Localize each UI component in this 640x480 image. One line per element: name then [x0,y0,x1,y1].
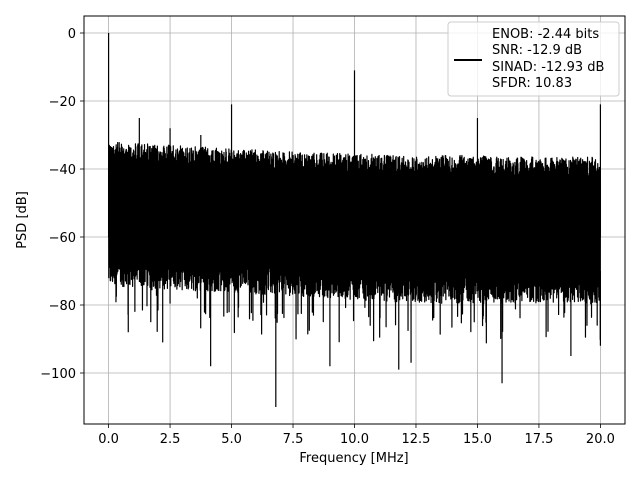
x-tick-label: 7.5 [283,432,304,447]
x-axis-label: Frequency [MHz] [299,451,408,466]
y-tick-label: 0 [68,27,76,42]
x-tick-label: 2.5 [160,432,181,447]
legend: ENOB: -2.44 bits SNR: -12.9 dB SINAD: -1… [447,21,620,97]
y-tick-label: −100 [40,367,76,382]
x-tick-label: 20.0 [586,432,615,447]
y-tick-label: −40 [49,163,76,178]
y-axis-ticks: 0 −20 −40 −60 −80 −100 [40,27,84,382]
x-tick-label: 0.0 [98,432,119,447]
legend-sinad: SINAD: -12.93 dB [492,60,604,75]
legend-enob: ENOB: -2.44 bits [492,27,599,42]
x-tick-label: 10.0 [340,432,369,447]
psd-series-line [107,33,602,407]
legend-sfdr: SFDR: 10.83 [492,76,572,91]
plot-area [107,33,602,407]
legend-snr: SNR: -12.9 dB [492,43,582,58]
y-axis-label: PSD [dB] [15,191,30,249]
y-tick-label: −20 [49,95,76,110]
legend-box [447,21,620,97]
x-tick-label: 17.5 [524,432,553,447]
x-tick-label: 12.5 [402,432,431,447]
x-tick-label: 5.0 [221,432,242,447]
x-tick-label: 15.0 [463,432,492,447]
x-axis-ticks: 0.0 2.5 5.0 7.5 10.0 12.5 15.0 17.5 20.0 [98,424,615,447]
y-tick-label: −80 [49,299,76,314]
y-tick-label: −60 [49,231,76,246]
